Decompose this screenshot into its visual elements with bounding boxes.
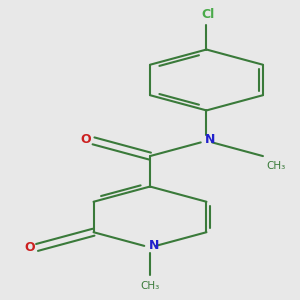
Text: O: O — [81, 133, 92, 146]
Text: CH₃: CH₃ — [266, 161, 285, 171]
Text: N: N — [205, 133, 215, 146]
Text: N: N — [149, 238, 160, 252]
Text: O: O — [24, 241, 35, 254]
Text: Cl: Cl — [201, 8, 214, 21]
Text: CH₃: CH₃ — [140, 281, 160, 291]
